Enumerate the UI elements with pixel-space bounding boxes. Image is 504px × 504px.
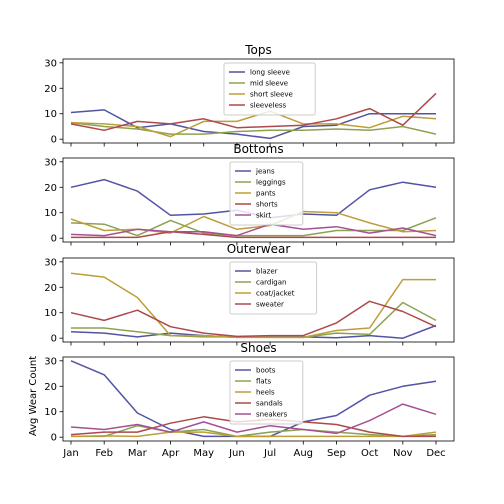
axes-frame	[62, 58, 455, 144]
y-tick-label: 20	[44, 183, 57, 194]
series-line-sneakers	[70, 403, 437, 435]
axes-frame	[62, 257, 455, 343]
legend-label: shorts	[256, 201, 278, 209]
y-axis-label: Avg Wear Count	[28, 356, 39, 436]
legend-label: sandals	[256, 400, 283, 408]
axes-frame	[62, 356, 455, 442]
y-tick-label: 10	[44, 308, 57, 319]
series-line-shorts	[71, 231, 436, 239]
x-tick-label: Dec	[426, 448, 445, 459]
x-tick-label: Aug	[294, 448, 314, 459]
legend-label: mid sleeve	[250, 80, 288, 88]
legend-label: jeans	[255, 168, 275, 176]
y-tick-label: 10	[44, 208, 57, 219]
y-tick-label: 0	[51, 234, 57, 245]
legend-label: long sleeve	[250, 69, 290, 77]
x-tick-label: May	[193, 448, 214, 459]
legend-frame	[229, 360, 304, 425]
panels: Tops 0 10 20 30 long sleeve mid sleeve short sl…	[44, 43, 455, 459]
y-tick-label: 20	[44, 84, 57, 95]
legend-label: blazer	[256, 268, 278, 276]
series-line-leggings	[70, 217, 437, 237]
series-line-mid-sleeve	[70, 121, 437, 135]
panel-title: Bottoms	[233, 142, 283, 156]
series-line-flats	[71, 424, 437, 438]
legend-label: leggings	[256, 179, 286, 187]
y-tick-label: 20	[44, 382, 57, 393]
y-tick-label: 20	[44, 283, 57, 294]
legend: blazer cardigan coat/jacket sweater	[229, 261, 318, 315]
series-line-pants	[70, 210, 437, 234]
panel-shoes: Shoes 0 10 20 30 Jan Feb Mar Apr May Jun Jul Aug Sep O…	[44, 341, 455, 459]
legend-label: sleeveless	[250, 102, 287, 110]
legend: long sleeve mid sleeve short sleeve sleevel…	[223, 62, 316, 116]
panel-tops: Tops 0 10 20 30 long sleeve mid sleeve short sl…	[44, 43, 455, 147]
y-tick-label: 0	[51, 433, 57, 444]
y-tick-label: 0	[51, 135, 57, 146]
legend-label: pants	[256, 190, 276, 198]
legend-frame	[229, 161, 304, 226]
panel-bottoms: Bottoms 0 10 20 30 jeans leggings pants shorts sk…	[44, 142, 455, 246]
series-line-skirt	[70, 223, 437, 237]
panel-title: Shoes	[240, 341, 276, 355]
x-tick-label: Apr	[162, 448, 180, 459]
x-tick-label: Oct	[361, 448, 378, 459]
legend-label: sweater	[256, 301, 284, 309]
series-line-sweater	[70, 300, 437, 338]
y-tick-label: 30	[44, 58, 57, 69]
series-line-long-sleeve	[70, 109, 436, 140]
series-line-sleeveless	[70, 92, 437, 132]
legend-label: coat/jacket	[256, 290, 295, 298]
axes-frame	[62, 157, 455, 243]
legend-frame	[223, 62, 316, 116]
y-tick-label: 0	[51, 334, 57, 345]
series-line-heels	[70, 431, 437, 438]
x-tick-label: Feb	[95, 448, 113, 459]
panel-title: Outerwear	[227, 242, 291, 256]
y-tick-label: 30	[44, 157, 57, 168]
legend-label: sneakers	[256, 411, 288, 419]
legend-label: cardigan	[256, 279, 286, 287]
legend-label: skirt	[256, 212, 272, 220]
series-line-coat-jacket	[70, 272, 436, 339]
legend-frame	[229, 261, 318, 315]
panel-title: Tops	[244, 43, 272, 57]
x-tick-label: Mar	[128, 448, 148, 459]
x-tick-label: Jul	[263, 448, 276, 459]
y-tick-label: 10	[44, 109, 57, 120]
legend-label: flats	[256, 378, 271, 386]
y-tick-label: 30	[44, 356, 57, 367]
legend: boots flats heels sandals sneakers	[229, 360, 304, 425]
x-tick-label: Sep	[327, 448, 346, 459]
legend-label: heels	[256, 389, 275, 397]
panel-outerwear: Outerwear 0 10 20 30 blazer cardigan coat/jacke…	[44, 242, 455, 346]
y-tick-label: 10	[44, 407, 57, 418]
legend-label: boots	[256, 367, 276, 375]
legend-label: short sleeve	[250, 91, 293, 99]
y-tick-label: 30	[44, 257, 57, 268]
x-tick-label: Jun	[228, 448, 245, 459]
x-tick-label: Nov	[393, 448, 413, 459]
x-tick-label: Jan	[62, 448, 78, 459]
legend: jeans leggings pants shorts skirt	[229, 161, 304, 226]
series-line-short-sleeve	[70, 110, 437, 138]
